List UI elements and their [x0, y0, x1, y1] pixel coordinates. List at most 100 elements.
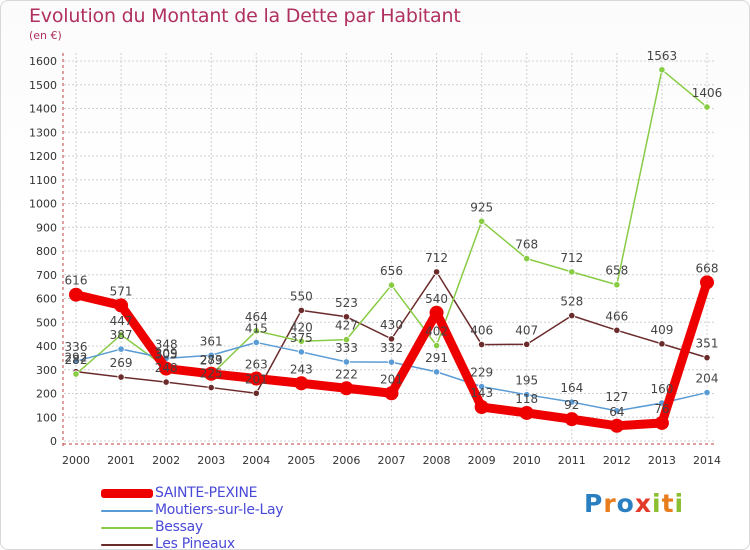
y-tick-label: 0	[50, 435, 57, 448]
data-point-moutiers-sur-le-lay	[342, 358, 351, 366]
data-point-sainte-pexine	[69, 287, 83, 302]
data-point-les-pineaux	[568, 311, 576, 320]
y-tick-label: 300	[36, 364, 57, 377]
data-label-les-pineaux: 406	[470, 324, 493, 338]
y-tick-label: 100	[36, 411, 57, 424]
x-tick-label: 2006	[332, 454, 360, 467]
data-point-bessay	[658, 66, 666, 74]
data-point-moutiers-sur-le-lay	[523, 391, 531, 399]
data-point-moutiers-sur-le-lay	[703, 388, 711, 397]
proxiti-logo: Proxiti	[584, 489, 684, 518]
data-point-sainte-pexine	[204, 366, 219, 381]
data-point-bessay	[478, 217, 486, 225]
data-point-les-pineaux	[117, 373, 125, 381]
data-point-sainte-pexine	[249, 371, 264, 386]
x-tick-label: 2012	[603, 454, 631, 467]
y-tick-label: 1600	[29, 55, 57, 68]
data-point-moutiers-sur-le-lay	[72, 357, 80, 365]
data-point-bessay	[297, 337, 305, 345]
data-label-sainte-pexine: 76	[654, 402, 669, 416]
data-label-bessay: 420	[290, 320, 313, 334]
y-tick-label: 1300	[29, 126, 57, 139]
data-point-bessay	[703, 103, 711, 111]
data-label-les-pineaux: 201	[245, 372, 268, 386]
data-point-moutiers-sur-le-lay	[207, 351, 215, 359]
logo-letter: i	[652, 489, 662, 518]
data-point-sainte-pexine	[474, 400, 489, 415]
x-tick-label: 2004	[242, 454, 270, 467]
data-point-les-pineaux	[387, 335, 396, 343]
data-point-bessay	[568, 268, 576, 276]
data-label-bessay: 279	[200, 354, 223, 368]
data-label-les-pineaux: 292	[65, 351, 88, 365]
data-point-sainte-pexine	[294, 376, 309, 391]
data-label-sainte-pexine: 668	[696, 261, 719, 275]
data-point-les-pineaux	[432, 268, 441, 276]
legend-label: SAINTE-PEXINE	[155, 485, 258, 501]
x-tick-label: 2010	[513, 454, 541, 467]
y-tick-label: 600	[36, 293, 57, 306]
data-point-sainte-pexine	[654, 415, 669, 430]
data-point-sainte-pexine	[339, 381, 354, 396]
data-point-les-pineaux	[478, 340, 486, 349]
y-tick-label: 1000	[29, 198, 57, 211]
y-tick-label: 500	[36, 316, 57, 329]
logo-letter: P	[584, 489, 604, 518]
data-point-les-pineaux	[523, 340, 531, 348]
data-point-les-pineaux	[252, 389, 260, 397]
data-point-moutiers-sur-le-lay	[387, 358, 396, 366]
data-label-moutiers-sur-le-lay: 333	[335, 341, 358, 355]
data-label-moutiers-sur-le-lay: 160	[650, 382, 673, 396]
x-tick-label: 2007	[378, 454, 406, 467]
data-label-les-pineaux: 351	[696, 337, 719, 351]
x-tick-label: 2005	[287, 454, 315, 467]
x-tick-label: 2002	[152, 454, 180, 467]
data-point-moutiers-sur-le-lay	[568, 398, 576, 406]
x-tick-label: 2014	[693, 454, 721, 467]
data-point-bessay	[523, 255, 531, 263]
data-label-moutiers-sur-le-lay: 229	[470, 366, 493, 380]
data-label-moutiers-sur-le-lay: 332	[380, 341, 403, 355]
legend-swatch	[101, 489, 153, 498]
x-tick-label: 2000	[62, 454, 90, 467]
chart-title: Evolution du Montant de la Dette par Hab…	[29, 5, 461, 27]
legend-swatch	[101, 527, 153, 529]
data-label-moutiers-sur-le-lay: 361	[200, 334, 223, 348]
y-tick-label: 1400	[29, 103, 57, 116]
logo-letter: r	[603, 489, 617, 518]
legend-swatch	[101, 544, 153, 546]
data-label-sainte-pexine: 263	[245, 358, 268, 372]
data-label-les-pineaux: 409	[650, 323, 673, 337]
data-label-moutiers-sur-le-lay: 348	[155, 337, 178, 351]
data-label-bessay: 925	[470, 200, 493, 214]
x-tick-label: 2003	[197, 454, 225, 467]
data-point-moutiers-sur-le-lay	[297, 348, 305, 356]
x-tick-label: 2009	[468, 454, 496, 467]
data-label-moutiers-sur-le-lay: 204	[696, 372, 719, 386]
data-label-moutiers-sur-le-lay: 127	[605, 390, 628, 404]
data-point-sainte-pexine	[429, 305, 444, 320]
data-label-sainte-pexine: 283	[200, 353, 223, 367]
data-label-les-pineaux: 225	[200, 367, 223, 381]
data-label-sainte-pexine: 571	[110, 284, 133, 298]
data-point-bessay	[72, 370, 80, 378]
y-tick-label: 700	[36, 269, 57, 282]
data-point-moutiers-sur-le-lay	[432, 368, 441, 376]
logo-letter: t	[661, 489, 675, 518]
data-point-bessay	[387, 281, 396, 289]
data-label-bessay: 309	[155, 347, 178, 361]
data-label-moutiers-sur-le-lay: 415	[245, 321, 268, 335]
data-label-bessay: 1563	[647, 49, 678, 63]
data-label-bessay: 447	[110, 314, 133, 328]
logo-letter: x	[634, 489, 652, 518]
data-point-sainte-pexine	[114, 298, 129, 313]
data-point-sainte-pexine	[700, 275, 714, 290]
data-label-sainte-pexine: 118	[515, 392, 538, 406]
logo-letter: i	[674, 489, 685, 518]
data-point-sainte-pexine	[609, 418, 624, 433]
data-point-les-pineaux	[297, 306, 305, 314]
chart-unit-label: (en €)	[29, 29, 62, 42]
data-label-bessay: 427	[335, 319, 358, 333]
